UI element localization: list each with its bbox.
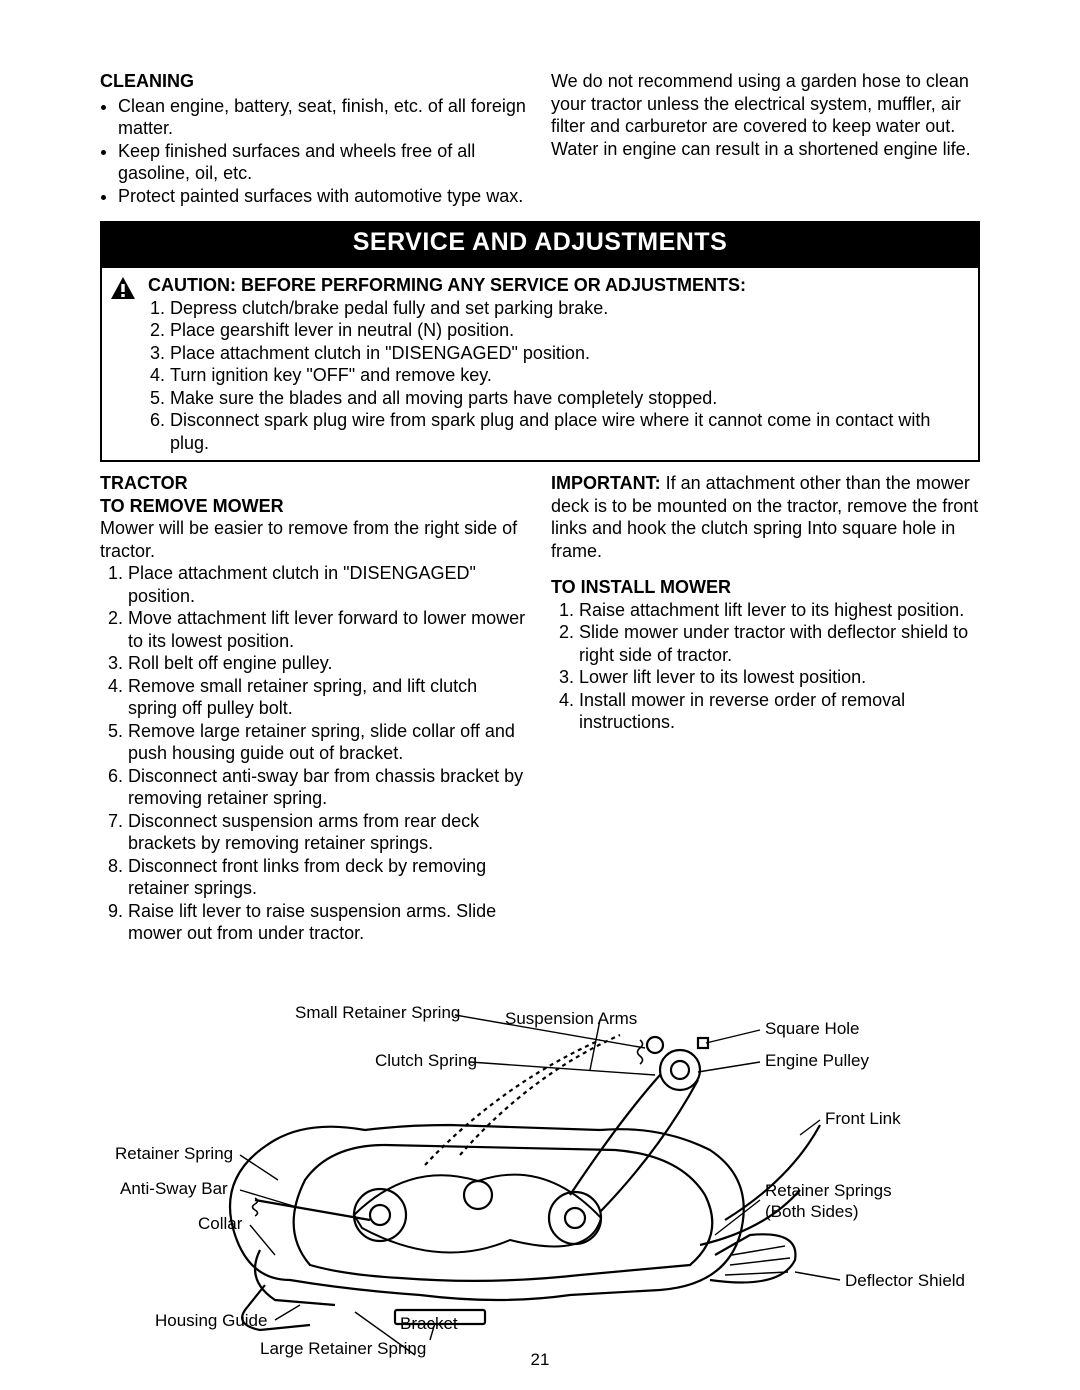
label-retainer-spring: Retainer Spring [115, 1143, 233, 1164]
label-collar: Collar [198, 1213, 242, 1234]
remove-step: Move attachment lift lever forward to lo… [128, 607, 529, 652]
remove-step: Raise lift lever to raise suspension arm… [128, 900, 529, 945]
manual-page: CLEANING Clean engine, battery, seat, fi… [0, 0, 1080, 1390]
label-anti-sway-bar: Anti-Sway Bar [120, 1178, 228, 1199]
remove-step: Roll belt off engine pulley. [128, 652, 529, 675]
tractor-heading: TRACTOR [100, 472, 529, 495]
caution-box: CAUTION: BEFORE PERFORMING ANY SERVICE O… [100, 266, 980, 462]
important-note: IMPORTANT: If an attachment other than t… [551, 472, 980, 562]
label-engine-pulley: Engine Pulley [765, 1050, 869, 1071]
remove-step: Disconnect suspension arms from rear dec… [128, 810, 529, 855]
install-step: Slide mower under tractor with deflector… [579, 621, 980, 666]
cleaning-bullets: Clean engine, battery, seat, finish, etc… [100, 95, 529, 208]
caution-list: Depress clutch/brake pedal fully and set… [148, 297, 968, 455]
cleaning-bullet: Protect painted surfaces with automotive… [118, 185, 529, 208]
cleaning-left: CLEANING Clean engine, battery, seat, fi… [100, 70, 529, 207]
install-mower-steps: Raise attachment lift lever to its highe… [551, 599, 980, 734]
caution-step: Turn ignition key "OFF" and remove key. [170, 364, 968, 387]
remove-mower-intro: Mower will be easier to remove from the … [100, 517, 529, 562]
caution-step: Make sure the blades and all moving part… [170, 387, 968, 410]
label-deflector-shield: Deflector Shield [845, 1270, 965, 1291]
remove-mower-heading: TO REMOVE MOWER [100, 495, 529, 518]
mower-diagram: Small Retainer Spring Clutch Spring Susp… [100, 980, 980, 1360]
label-suspension-arms: Suspension Arms [505, 1008, 637, 1029]
remove-step: Place attachment clutch in "DISENGAGED" … [128, 562, 529, 607]
label-bracket: Bracket [400, 1313, 458, 1334]
page-number: 21 [531, 1349, 550, 1370]
label-square-hole: Square Hole [765, 1018, 860, 1039]
install-step: Install mower in reverse order of remova… [579, 689, 980, 734]
label-retainer-springs-both: Retainer Springs (Both Sides) [765, 1180, 885, 1223]
label-small-retainer-spring: Small Retainer Spring [295, 1002, 460, 1023]
cleaning-bullet: Keep finished surfaces and wheels free o… [118, 140, 529, 185]
install-mower-heading: TO INSTALL MOWER [551, 576, 980, 599]
cleaning-bullet: Clean engine, battery, seat, finish, etc… [118, 95, 529, 140]
cleaning-right: We do not recommend using a garden hose … [551, 70, 980, 207]
label-clutch-spring: Clutch Spring [375, 1050, 477, 1071]
caution-step: Disconnect spark plug wire from spark pl… [170, 409, 968, 454]
remove-step: Disconnect front links from deck by remo… [128, 855, 529, 900]
remove-step: Remove small retainer spring, and lift c… [128, 675, 529, 720]
remove-mower-col: TRACTOR TO REMOVE MOWER Mower will be ea… [100, 472, 529, 945]
install-step: Raise attachment lift lever to its highe… [579, 599, 980, 622]
caution-content: CAUTION: BEFORE PERFORMING ANY SERVICE O… [112, 274, 968, 454]
caution-step: Depress clutch/brake pedal fully and set… [170, 297, 968, 320]
install-step: Lower lift lever to its lowest position. [579, 666, 980, 689]
procedure-section: TRACTOR TO REMOVE MOWER Mower will be ea… [100, 472, 980, 945]
label-front-link: Front Link [825, 1108, 901, 1129]
caution-heading: CAUTION: BEFORE PERFORMING ANY SERVICE O… [148, 275, 746, 295]
caution-step: Place attachment clutch in "DISENGAGED" … [170, 342, 968, 365]
spacer [551, 562, 980, 576]
caution-step: Place gearshift lever in neutral (N) pos… [170, 319, 968, 342]
cleaning-paragraph: We do not recommend using a garden hose … [551, 70, 980, 160]
remove-step: Remove large retainer spring, slide coll… [128, 720, 529, 765]
remove-step: Disconnect anti-sway bar from chassis br… [128, 765, 529, 810]
important-lead: IMPORTANT: [551, 473, 661, 493]
label-large-retainer-spring: Large Retainer Spring [260, 1338, 426, 1359]
remove-mower-steps: Place attachment clutch in "DISENGAGED" … [100, 562, 529, 945]
label-housing-guide: Housing Guide [155, 1310, 267, 1331]
install-mower-col: IMPORTANT: If an attachment other than t… [551, 472, 980, 945]
section-bar: SERVICE AND ADJUSTMENTS [100, 221, 980, 266]
cleaning-heading: CLEANING [100, 70, 529, 93]
warning-triangle-icon [110, 276, 136, 300]
cleaning-section: CLEANING Clean engine, battery, seat, fi… [100, 70, 980, 207]
